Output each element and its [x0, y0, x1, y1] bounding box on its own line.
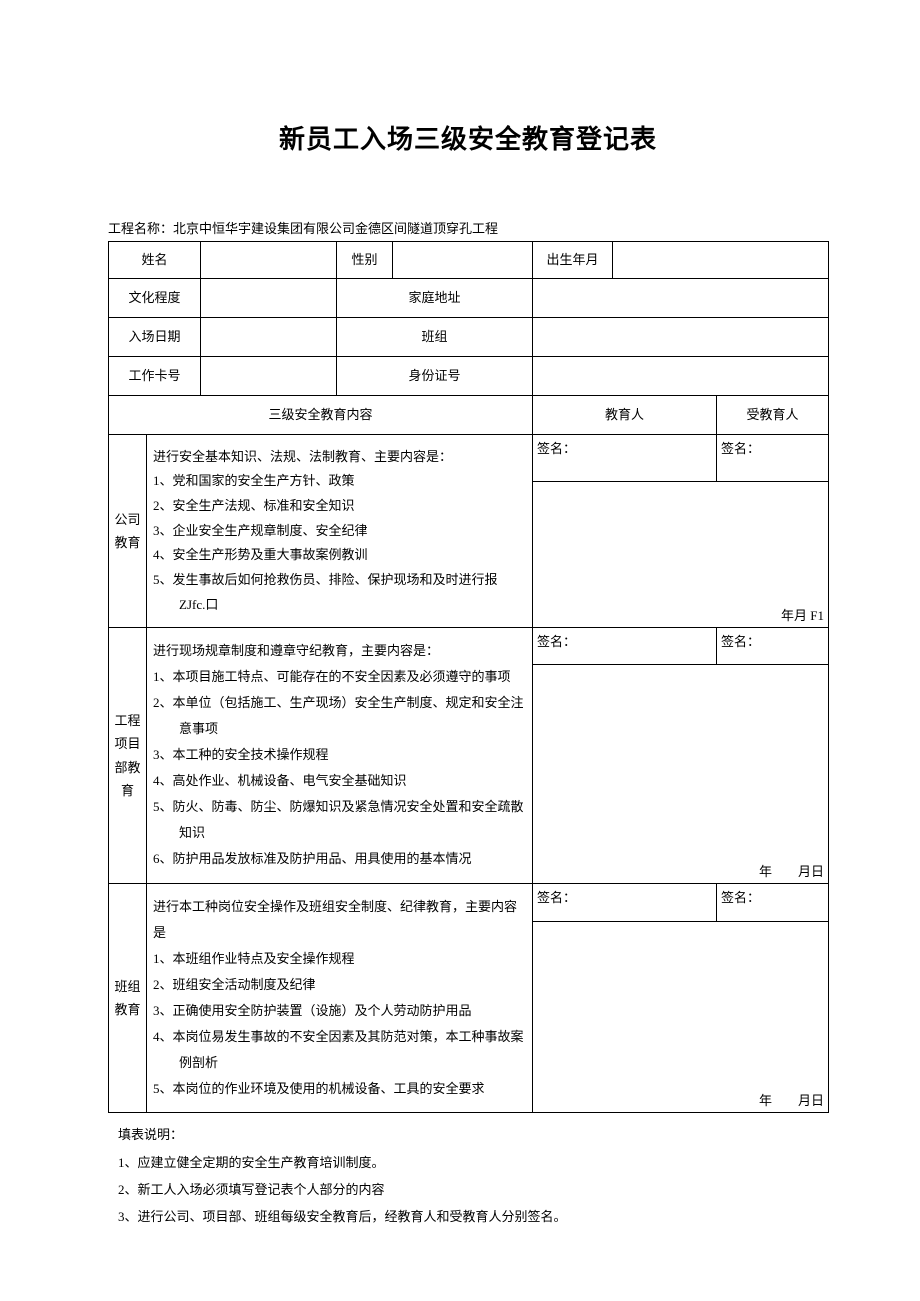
note-3: 3、进行公司、项目部、班组每级安全教育后，经教育人和受教育人分别签名。: [118, 1203, 828, 1230]
section3-educatee-sign: 签名：: [717, 884, 829, 922]
dob-value: [613, 241, 829, 278]
notes-heading: 填表说明：: [118, 1121, 828, 1148]
educatee-heading: 受教育人: [717, 395, 829, 434]
section1-educator-sign: 签名：: [533, 434, 717, 481]
section2-date: 年 月日: [533, 665, 829, 884]
section2-content: 进行现场规章制度和遵章守纪教育，主要内容是： 1、本项目施工特点、可能存在的不安…: [147, 628, 533, 884]
card-label: 工作卡号: [109, 356, 201, 395]
document-title: 新员工入场三级安全教育登记表: [108, 120, 828, 159]
id-value: [533, 356, 829, 395]
addr-value: [533, 278, 829, 317]
name-label: 姓名: [109, 241, 201, 278]
section1-label: 公司 教育: [109, 434, 147, 628]
content-heading: 三级安全教育内容: [109, 395, 533, 434]
id-label: 身份证号: [337, 356, 533, 395]
note-1: 1、应建立健全定期的安全生产教育培训制度。: [118, 1149, 828, 1176]
section1-content: 进行安全基本知识、法规、法制教育、主要内容是： 1、党和国家的安全生产方针、政策…: [147, 434, 533, 628]
registration-table: 姓名 性别 出生年月 文化程度 家庭地址 入场日期 班组 工作卡号 身份证号: [108, 241, 829, 1114]
section1-date: 年月 F1: [533, 481, 829, 628]
gender-value: [393, 241, 533, 278]
section3-label: 班组 教育: [109, 884, 147, 1113]
entry-date-label: 入场日期: [109, 317, 201, 356]
edu-value: [201, 278, 337, 317]
team-label: 班组: [337, 317, 533, 356]
section1-educatee-sign: 签名：: [717, 434, 829, 481]
document-page: 新员工入场三级安全教育登记表 工程名称：北京中恒华宇建设集团有限公司金德区间隧道…: [0, 0, 920, 1301]
gender-label: 性别: [337, 241, 393, 278]
edu-label: 文化程度: [109, 278, 201, 317]
team-value: [533, 317, 829, 356]
name-value: [201, 241, 337, 278]
section3-educator-sign: 签名：: [533, 884, 717, 922]
dob-label: 出生年月: [533, 241, 613, 278]
section2-educator-sign: 签名：: [533, 628, 717, 665]
project-name: 北京中恒华宇建设集团有限公司金德区间隧道顶穿孔工程: [173, 221, 498, 236]
note-2: 2、新工人入场必须填写登记表个人部分的内容: [118, 1176, 828, 1203]
section3-date: 年 月日: [533, 922, 829, 1113]
notes: 填表说明： 1、应建立健全定期的安全生产教育培训制度。 2、新工人入场必须填写登…: [108, 1121, 828, 1230]
educator-heading: 教育人: [533, 395, 717, 434]
entry-date-value: [201, 317, 337, 356]
project-prefix: 工程名称：: [108, 221, 173, 236]
section2-label: 工程 项目 部教 育: [109, 628, 147, 884]
card-value: [201, 356, 337, 395]
section2-educatee-sign: 签名：: [717, 628, 829, 665]
addr-label: 家庭地址: [337, 278, 533, 317]
section3-content: 进行本工种岗位安全操作及班组安全制度、纪律教育，主要内容是 1、本班组作业特点及…: [147, 884, 533, 1113]
project-line: 工程名称：北京中恒华宇建设集团有限公司金德区间隧道顶穿孔工程: [108, 219, 828, 239]
